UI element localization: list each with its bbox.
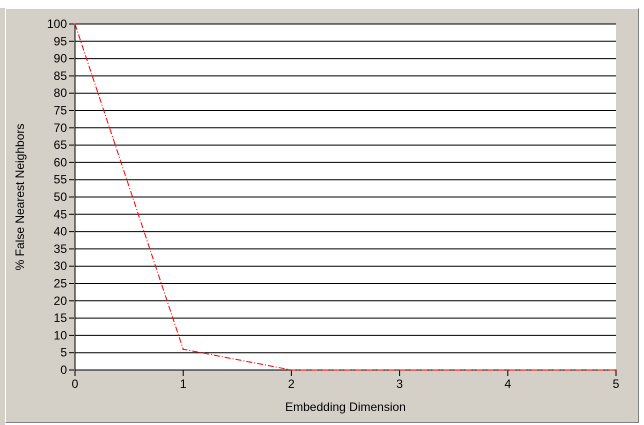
y-tick-label: 45 [54, 207, 68, 221]
y-tick-label: 100 [47, 17, 67, 31]
y-tick-label: 0 [60, 363, 67, 377]
x-tick-label: 0 [72, 377, 79, 391]
y-tick-label: 85 [54, 69, 68, 83]
y-tick-label: 55 [54, 173, 68, 187]
y-tick-label: 5 [60, 346, 67, 360]
y-tick-label: 25 [54, 277, 68, 291]
y-tick-label: 60 [54, 155, 68, 169]
y-tick-label: 15 [54, 311, 68, 325]
y-axis-ticks: 0 5 10 15 20 25 30 35 40 45 50 55 60 65 70 75 80 85 90 95 10… [47, 17, 74, 377]
y-tick-label: 40 [54, 225, 68, 239]
y-tick-label: 65 [54, 138, 68, 152]
series-layer [74, 23, 617, 371]
y-tick-label: 90 [54, 52, 68, 66]
data-point [615, 369, 617, 371]
y-tick-label: 30 [54, 259, 68, 273]
grid-lines [74, 23, 616, 371]
y-tick-label: 70 [54, 121, 68, 135]
data-point [398, 369, 401, 371]
x-axis-label: Embedding Dimension [285, 400, 406, 414]
y-tick-label: 20 [54, 294, 68, 308]
window-edge [0, 8, 5, 425]
x-tick-label: 1 [180, 377, 187, 391]
y-tick-label: 10 [54, 328, 68, 342]
x-tick-label: 3 [396, 377, 403, 391]
x-tick-label: 2 [288, 377, 295, 391]
data-point [290, 369, 293, 371]
data-point [507, 369, 509, 371]
x-tick-label: 5 [613, 377, 620, 391]
series-line [74, 23, 616, 371]
y-tick-label: 95 [54, 34, 68, 48]
data-point [182, 348, 184, 351]
x-tick-label: 4 [504, 377, 511, 391]
y-tick-label: 75 [54, 104, 68, 118]
y-tick-label: 50 [54, 190, 68, 204]
y-tick-label: 80 [54, 86, 68, 100]
y-tick-label: 35 [54, 242, 68, 256]
y-axis-label: % False Nearest Neighbors [13, 124, 27, 271]
data-point [74, 23, 76, 25]
x-axis-ticks: 0 1 2 3 4 5 [72, 370, 620, 391]
